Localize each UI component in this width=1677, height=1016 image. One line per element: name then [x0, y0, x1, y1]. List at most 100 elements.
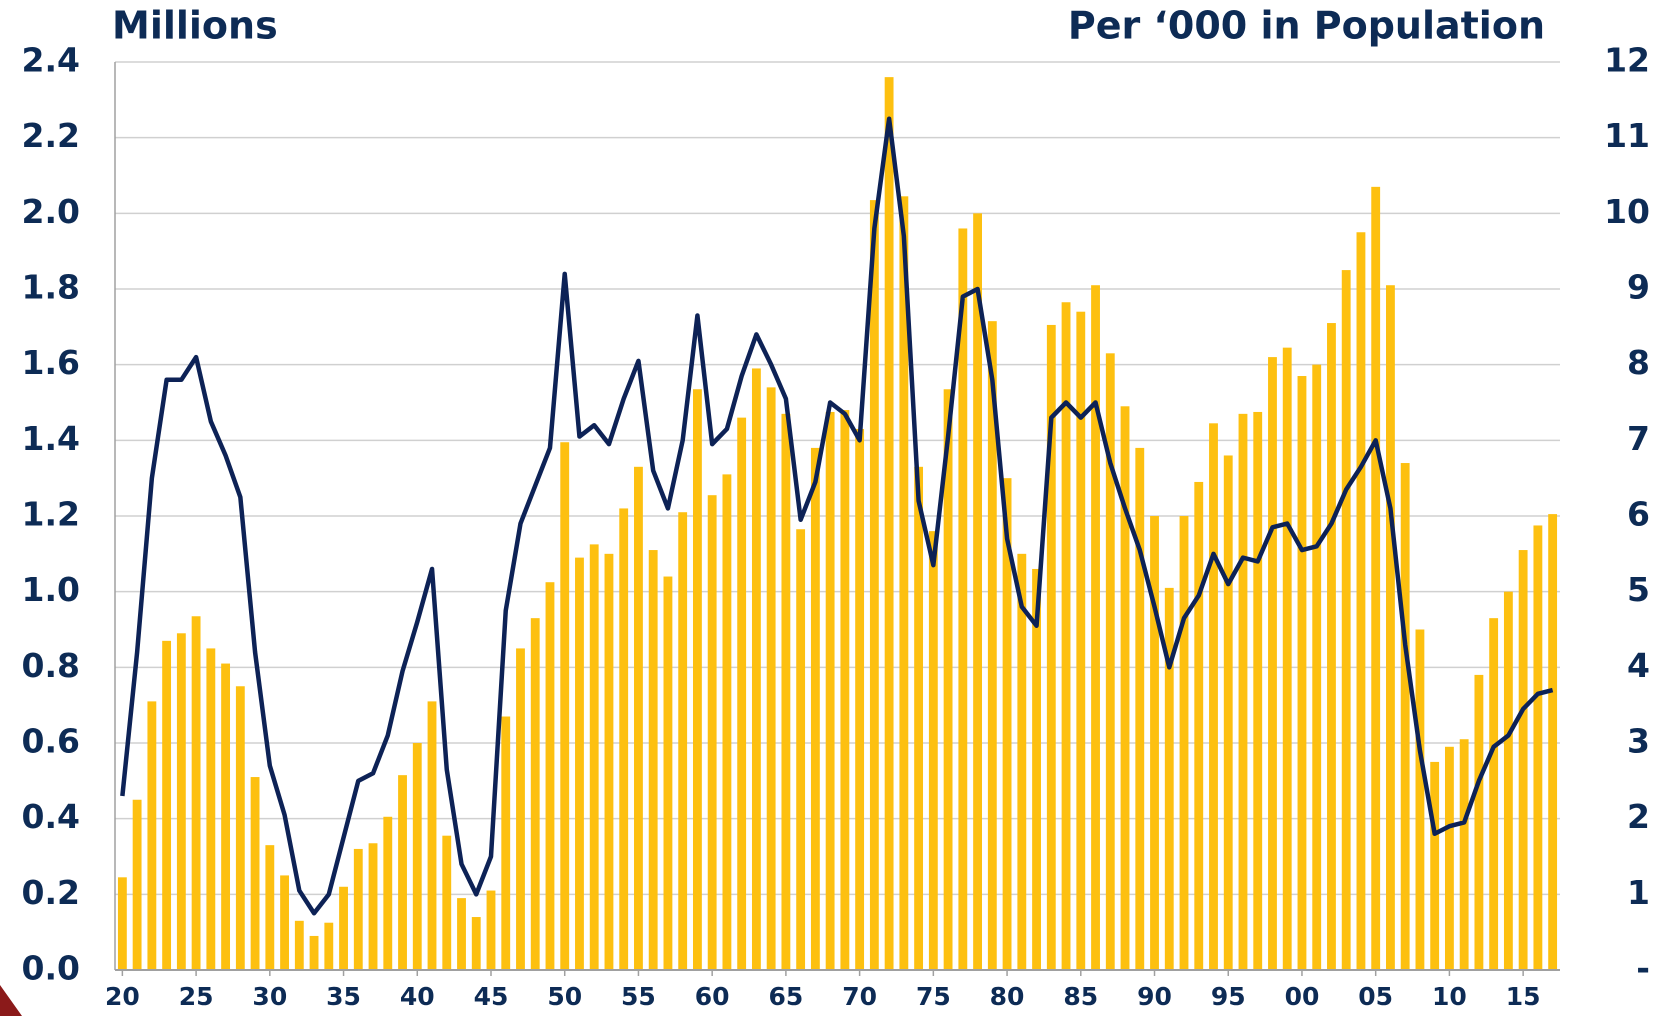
bar	[1194, 481, 1204, 970]
y-tick-label: 1.4	[22, 419, 80, 458]
bar	[604, 553, 614, 970]
y-tick-label: 1.0	[22, 570, 80, 609]
bar	[545, 582, 555, 970]
bar	[162, 640, 172, 970]
y2-tick-label: 3	[1627, 722, 1650, 761]
bar	[1135, 447, 1145, 970]
x-tick-label: 80	[990, 982, 1025, 1011]
bar	[1548, 514, 1558, 970]
bar	[1150, 516, 1159, 970]
bar	[1533, 525, 1543, 970]
bar	[442, 835, 452, 970]
y2-tick-label: 5	[1627, 570, 1650, 609]
bar	[899, 196, 909, 970]
x-tick-label: 25	[179, 982, 214, 1011]
bar	[1327, 323, 1336, 970]
x-tick-label: 00	[1285, 982, 1320, 1011]
bar	[914, 466, 924, 970]
y-tick-label: 2.0	[22, 192, 80, 231]
bar	[943, 389, 953, 971]
x-tick-label: 85	[1063, 982, 1098, 1011]
bar	[810, 447, 820, 970]
bar	[1400, 463, 1410, 970]
bar	[1474, 674, 1484, 970]
bar	[147, 701, 157, 970]
x-tick-label: 55	[621, 982, 656, 1011]
bar	[634, 466, 643, 970]
bar	[309, 935, 319, 970]
bar	[265, 845, 275, 970]
bar	[869, 200, 879, 970]
y2-tick-label: 8	[1627, 343, 1650, 382]
bar	[1091, 285, 1100, 970]
bar	[1105, 353, 1115, 971]
bar	[530, 618, 540, 970]
x-tick-label: 10	[1432, 982, 1467, 1011]
y2-axis-title: Per ‘000 in Population	[1068, 4, 1545, 48]
bar	[132, 799, 142, 970]
bar	[1503, 591, 1513, 970]
bar	[884, 77, 894, 971]
y2-tick-label: -	[1636, 949, 1650, 988]
y-tick-label: 0.4	[22, 797, 80, 836]
bar	[1164, 587, 1174, 970]
y2-tick-label: 6	[1627, 495, 1650, 534]
bar	[1518, 550, 1528, 970]
bar	[1076, 311, 1086, 970]
bar	[1209, 423, 1218, 970]
bar	[412, 743, 422, 970]
bar	[1444, 746, 1454, 970]
x-tick-label: 70	[842, 982, 877, 1011]
bar	[176, 633, 186, 970]
bar	[1253, 411, 1263, 970]
bar	[457, 898, 466, 970]
bar	[1268, 357, 1277, 971]
y-tick-label: 1.8	[22, 268, 80, 307]
y-tick-label: 0.6	[22, 722, 80, 761]
bar	[619, 508, 629, 970]
y2-tick-label: 7	[1627, 419, 1650, 458]
bar	[206, 648, 216, 970]
bar	[1430, 761, 1440, 970]
y2-tick-label: 9	[1627, 268, 1650, 307]
bar	[1120, 406, 1130, 970]
bar	[324, 922, 334, 970]
y-tick-label: 2.4	[22, 41, 80, 80]
bar	[1371, 186, 1381, 971]
bar	[1297, 376, 1307, 970]
bar	[427, 701, 437, 970]
bar	[1061, 302, 1071, 970]
bar	[368, 843, 378, 970]
bar	[840, 410, 850, 971]
bar	[221, 663, 231, 970]
bar	[1238, 413, 1248, 971]
bar	[486, 890, 496, 970]
bar	[501, 716, 511, 970]
bar	[1179, 516, 1189, 970]
bar	[1489, 618, 1499, 970]
bar	[471, 917, 481, 970]
corner-decoration	[0, 985, 22, 1016]
bar	[1415, 629, 1425, 970]
bar	[280, 875, 289, 970]
y2-tick-label: 11	[1604, 116, 1650, 155]
bar	[353, 848, 363, 970]
x-tick-label: 95	[1211, 982, 1246, 1011]
y2-tick-label: 1	[1627, 873, 1650, 912]
bar	[191, 616, 201, 970]
bar	[1046, 324, 1056, 971]
bar	[1356, 232, 1366, 970]
bar	[294, 920, 304, 970]
bar	[663, 576, 673, 970]
bar	[1002, 478, 1012, 970]
bar	[589, 544, 599, 970]
bar	[235, 686, 245, 970]
bar	[796, 529, 806, 970]
bar	[958, 228, 968, 970]
bar	[560, 442, 570, 971]
bar	[973, 213, 982, 971]
bar	[575, 557, 584, 970]
bar	[1017, 553, 1027, 970]
bar	[766, 387, 776, 970]
